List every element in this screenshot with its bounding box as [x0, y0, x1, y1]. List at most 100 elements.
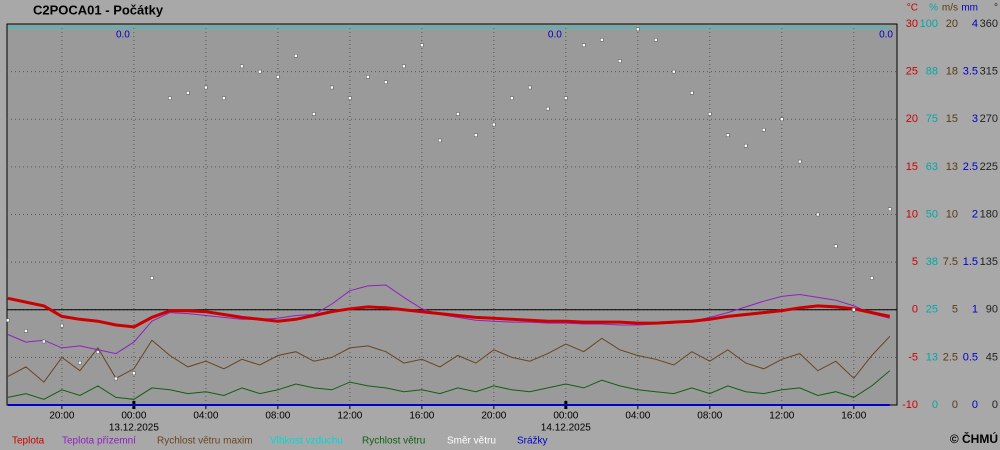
wind-direction-point: [762, 128, 766, 132]
axis-unit: °: [994, 3, 998, 14]
wind-direction-point: [114, 376, 118, 381]
y-tick-label: 20: [906, 113, 918, 125]
axis-unit: %: [929, 3, 938, 14]
wind-direction-point: [438, 138, 442, 143]
precip-total: 0.0: [116, 30, 130, 41]
wind-direction-point: [132, 371, 136, 375]
y-tick-label: 5: [912, 256, 918, 268]
x-tick-label: 04:00: [625, 411, 650, 422]
y-tick-label: 30: [906, 18, 918, 30]
wind-direction-point: [402, 64, 406, 69]
wind-direction-point: [654, 38, 658, 42]
wind-direction-point: [510, 96, 514, 100]
wind-direction-point: [222, 96, 226, 100]
y-tick-label: 18: [946, 66, 958, 78]
x-tick-label: 08:00: [265, 411, 290, 422]
wind-direction-point: [744, 143, 748, 148]
wind-direction-point: [546, 106, 550, 111]
y-tick-label: 90: [986, 304, 998, 316]
chart-title: C2POCA01 - Počátky: [33, 2, 164, 17]
wind-direction-point: [708, 112, 712, 116]
wind-direction-point: [492, 122, 496, 127]
y-tick-label: 20: [946, 18, 958, 30]
y-tick-label: 88: [926, 66, 938, 78]
wind-direction-point: [528, 85, 532, 90]
wind-direction-point: [474, 133, 478, 137]
y-tick-label: 45: [986, 351, 998, 363]
axis-unit: m/s: [942, 3, 958, 14]
series-line: [7, 370, 891, 400]
y-tick-label: 315: [980, 66, 998, 78]
wind-direction-point: [240, 64, 244, 69]
y-tick-label: 2.5: [963, 161, 978, 173]
y-tick-label: 0: [932, 399, 938, 411]
y-tick-label: 15: [906, 161, 918, 173]
legend-entry: Teplota: [12, 436, 45, 447]
x-tick-label: 00:00: [121, 411, 146, 422]
wind-direction-point: [204, 85, 208, 90]
y-tick-label: 0: [952, 399, 958, 411]
y-tick-label: 2.5: [943, 351, 958, 363]
wind-direction-point: [618, 59, 622, 63]
x-tick-label: 08:00: [697, 411, 722, 422]
wind-direction-point: [636, 27, 640, 32]
wind-direction-point: [60, 323, 64, 328]
wind-direction-point: [366, 75, 370, 79]
wind-direction-point: [672, 69, 676, 74]
axis-unit: mm: [961, 3, 978, 14]
legend-entry: Srážky: [517, 436, 548, 447]
y-tick-label: 10: [946, 208, 958, 220]
wind-direction-point: [780, 117, 784, 121]
y-tick-label: 2: [972, 208, 978, 220]
y-tick-label: 63: [926, 161, 938, 173]
y-tick-label: 270: [980, 113, 998, 125]
wind-direction-point: [168, 96, 172, 100]
wind-direction-point: [96, 350, 100, 354]
y-tick-label: 135: [980, 256, 998, 268]
y-tick-label: 75: [926, 113, 938, 125]
precip-total: 0.0: [548, 30, 562, 41]
wind-direction-point: [348, 96, 352, 100]
legend-entry: Vlhkost vzduchu: [270, 436, 343, 447]
y-tick-label: 3.5: [963, 66, 978, 78]
wind-direction-point: [852, 308, 856, 312]
y-tick-label: 13: [946, 161, 958, 173]
x-tick-label: 20:00: [49, 411, 74, 422]
copyright: © ČHMÚ: [950, 431, 998, 446]
series-line: [7, 336, 891, 383]
wind-direction-point: [870, 276, 874, 280]
wind-direction-point: [888, 207, 892, 211]
wind-direction-point: [834, 244, 838, 248]
wind-direction-point: [456, 112, 460, 116]
wind-direction-point: [582, 43, 586, 47]
wind-direction-point: [150, 276, 154, 280]
wind-direction-point: [600, 38, 604, 42]
y-tick-label: 180: [980, 208, 998, 220]
y-tick-label: -5: [908, 351, 918, 363]
y-tick-label: 1.5: [963, 256, 978, 268]
y-tick-label: 25: [926, 304, 938, 316]
wind-direction-point: [258, 69, 262, 74]
date-label: 13.12.2025: [109, 423, 159, 434]
axis-unit: °C: [907, 3, 918, 14]
y-tick-label: 7.5: [943, 256, 958, 268]
x-tick-label: 16:00: [409, 411, 434, 422]
x-tick-label: 12:00: [769, 411, 794, 422]
y-tick-label: 38: [926, 256, 938, 268]
precip-total: 0.0: [879, 30, 893, 41]
y-tick-label: 225: [980, 161, 998, 173]
x-tick-label: 12:00: [337, 411, 362, 422]
y-tick-label: 15: [946, 113, 958, 125]
y-tick-label: 0: [912, 304, 918, 316]
wind-direction-point: [24, 329, 28, 333]
y-tick-label: 25: [906, 66, 918, 78]
y-tick-label: 4: [972, 18, 978, 30]
wind-direction-point: [384, 80, 388, 84]
legend-entry: Rychlost větru: [362, 436, 425, 447]
y-tick-label: -10: [902, 399, 918, 411]
date-label: 14.12.2025: [541, 423, 591, 434]
y-tick-label: 50: [926, 208, 938, 220]
wind-direction-point: [78, 360, 82, 365]
legend-entry: Rychlost větru maxim: [157, 436, 253, 447]
wind-direction-point: [726, 133, 730, 137]
